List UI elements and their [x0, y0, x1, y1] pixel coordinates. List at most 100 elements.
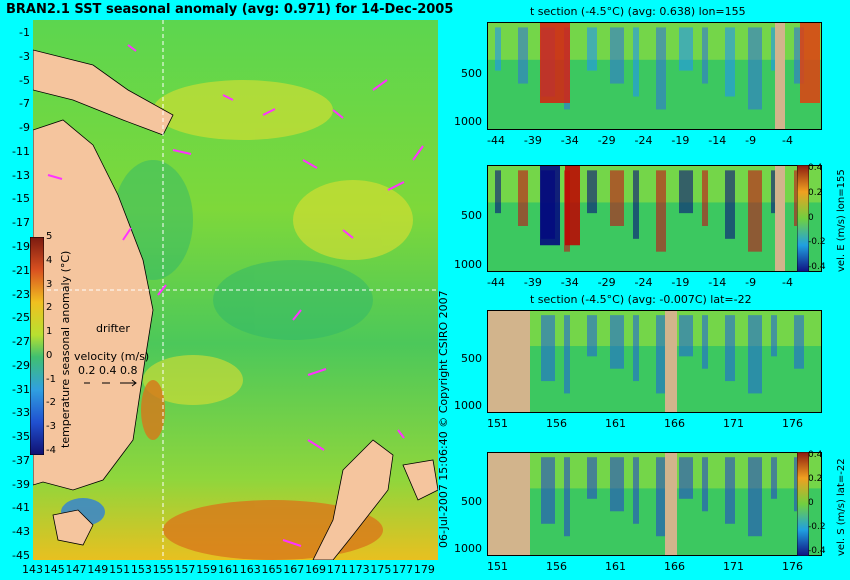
map-x-tick: 171 — [326, 563, 348, 576]
map-y-tick: -9 — [19, 121, 30, 135]
panel-streak — [679, 457, 693, 499]
section-panel-4-colorbar-tick: -0.2 — [808, 522, 826, 532]
map-y-tick: -15 — [12, 192, 30, 206]
panel-streak — [679, 27, 693, 71]
panel-streak — [702, 170, 708, 226]
panel-streak — [725, 27, 735, 97]
sst-colorbar-tick: 0 — [46, 349, 53, 361]
panel-hot-band — [800, 22, 820, 103]
map-y-tick: -13 — [12, 168, 30, 182]
panel-streak — [702, 315, 708, 369]
panel-streak — [587, 457, 597, 499]
panel-streak — [633, 27, 639, 97]
panel-streak — [794, 27, 804, 84]
panel-frame — [487, 310, 822, 413]
drifter-label: drifter — [96, 322, 130, 335]
panel-streak — [748, 170, 762, 252]
copyright-label: 06-Jul-2007 15:06:40 © Copyright CSIRO 2… — [437, 290, 450, 548]
panel-streak — [564, 315, 570, 394]
panel-streak — [656, 457, 666, 537]
panel-streak — [610, 170, 624, 226]
section-panel-2-x-tick: -34 — [560, 276, 579, 289]
panel-streak — [748, 315, 762, 394]
section-panel-1-depth-tick: 500 — [461, 66, 482, 80]
panel-streak — [633, 457, 639, 524]
panel-land — [665, 310, 677, 413]
map-y-tick: -3 — [19, 49, 30, 63]
section-panel-2-colorbar-tick: 0.2 — [808, 187, 823, 198]
panel-hot-band — [565, 165, 580, 246]
panel-streak — [541, 315, 555, 382]
map-x-tick: 147 — [65, 563, 87, 576]
section-panel-1-x-tick: -14 — [708, 134, 727, 147]
map-y-tick: -37 — [12, 453, 30, 467]
section-panel-4-x-tick: 166 — [664, 560, 685, 573]
panel-frame — [487, 452, 822, 556]
section-panel-4-heatmap — [487, 452, 822, 556]
section-panel-4-colorbar-tick: -0.4 — [808, 546, 826, 556]
section-panel-2-colorbar-tick: -0.4 — [808, 262, 826, 272]
section-panel-1-x-tick: -4 — [782, 134, 793, 147]
section-panel-2-colorbar-tick: 0.4 — [808, 163, 823, 173]
map-y-tick: -17 — [12, 216, 30, 230]
section-panel-3-x-tick: 156 — [546, 417, 567, 430]
panel-streak — [495, 27, 501, 71]
section-panel-2-depth-tick: 1000 — [454, 257, 482, 271]
section-panel-2-depth-tick: 500 — [461, 209, 482, 223]
section-panel-2-x-tick: -44 — [487, 276, 505, 289]
section-panel-2-colorbar-tick: 0 — [808, 212, 814, 223]
sst-colorbar-tick: 3 — [46, 278, 53, 290]
land-masses — [33, 49, 438, 560]
map-y-tick: -35 — [12, 430, 30, 444]
panel-streak — [656, 170, 666, 252]
panel-streak — [771, 315, 777, 357]
section-panel-2-x-tick: -14 — [708, 276, 727, 289]
drifter-arrows — [47, 44, 424, 547]
section-panel-2-colorbar — [797, 165, 809, 272]
section-panel-1-x-tick: -29 — [597, 134, 616, 147]
map-x-tick: 177 — [392, 563, 414, 576]
panel-streak — [633, 170, 639, 239]
chart-title: BRAN2.1 SST seasonal anomaly (avg: 0.971… — [6, 2, 454, 17]
map-x-tick: 145 — [43, 563, 65, 576]
section-panel-2-x-tick: -19 — [671, 276, 690, 289]
section-panel-1-x-tick: -24 — [634, 134, 653, 147]
panel-streak — [518, 170, 528, 226]
section-panel-3-x-tick: 151 — [487, 417, 508, 430]
panel-streak — [610, 27, 624, 84]
sst-colorbar-tick: 4 — [46, 254, 53, 266]
panel-streak — [587, 170, 597, 214]
panel-streak — [725, 457, 735, 524]
sst-colorbar-tick: 2 — [46, 302, 53, 314]
panel-streak — [610, 315, 624, 369]
section-panel-4-colorbar-tick: 0.4 — [808, 450, 823, 460]
section-panel-1-heatmap — [487, 22, 822, 130]
velocity-ticks: 0.2 0.4 0.8 — [78, 364, 138, 377]
panel-streak — [633, 315, 639, 382]
sst-colorbar-label: temperature seasonal anomaly (°C) — [59, 250, 72, 448]
section-panel-1-x-tick: -44 — [487, 134, 505, 147]
map-y-tick: -23 — [12, 287, 30, 301]
panel-streak — [702, 27, 708, 84]
section-panel-3-depth-tick: 1000 — [454, 398, 482, 412]
section-panel-3-x-tick: 166 — [664, 417, 685, 430]
velocity-label: velocity (m/s) — [74, 350, 150, 363]
map-y-tick: -27 — [12, 335, 30, 349]
map-y-tick: -7 — [19, 97, 30, 111]
panel-land — [665, 452, 677, 556]
section-panel-4-depth-tick: 1000 — [454, 541, 482, 555]
panel-streak — [656, 315, 666, 394]
map-y-tick: -45 — [12, 549, 30, 562]
section-panel-4-colorbar-label: vel. S (m/s) lat=-22 — [836, 458, 847, 556]
sst-colorbar-tick: -4 — [46, 445, 56, 456]
section-panel-4-depth-tick: 500 — [461, 494, 482, 508]
panel-streak — [587, 27, 597, 71]
section-panel-1-x-tick: -39 — [523, 134, 542, 147]
map-y-tick: -33 — [12, 406, 30, 420]
map-y-tick: -5 — [19, 73, 30, 87]
section-panel-3-depth-tick: 500 — [461, 352, 482, 366]
section-panel-3-heatmap — [487, 310, 822, 413]
panel-streak — [725, 170, 735, 239]
panel-streak — [702, 457, 708, 512]
section-panel-1-title: t section (-4.5°C) (avg: 0.638) lon=155 — [530, 5, 746, 18]
